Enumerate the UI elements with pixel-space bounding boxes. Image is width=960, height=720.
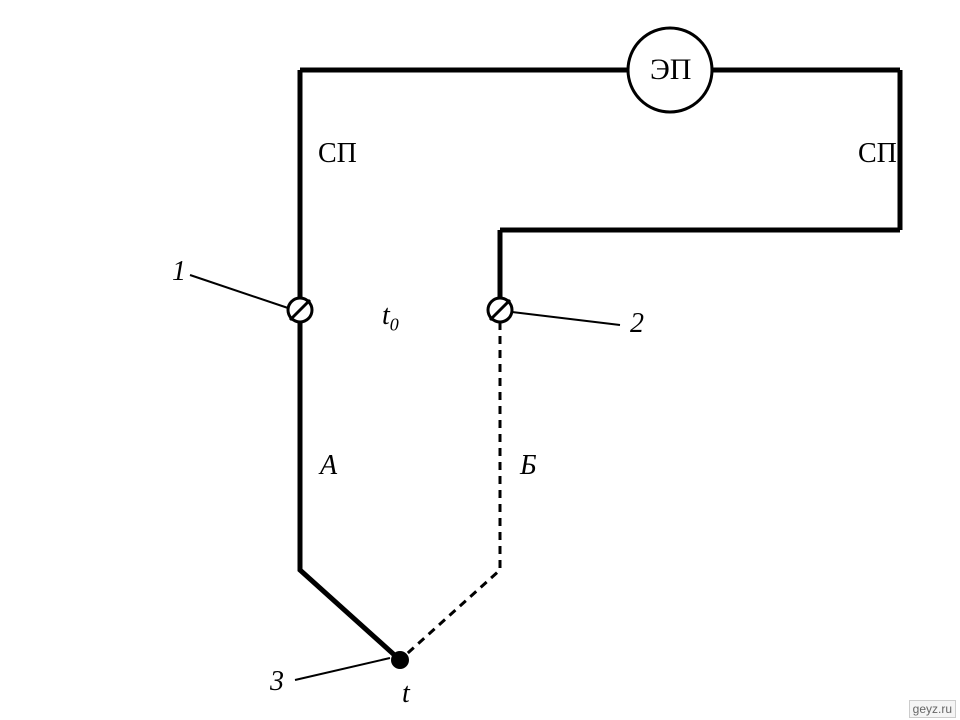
thermocouple-wire-b — [400, 322, 500, 660]
leader-line-1 — [190, 275, 288, 308]
terminal-left — [288, 298, 312, 322]
watermark: geyz.ru — [909, 700, 956, 718]
thermocouple-circuit-diagram — [0, 0, 960, 720]
label-3: 3 — [270, 666, 284, 698]
leader-line-2 — [512, 312, 620, 325]
leader-line-3 — [295, 658, 390, 680]
thermocouple-wire-a — [300, 322, 400, 660]
label-a: A — [320, 450, 337, 482]
meter-label: ЭП — [650, 53, 691, 87]
label-2: 2 — [630, 308, 644, 340]
label-sp-left: СП — [318, 138, 357, 170]
label-1: 1 — [172, 256, 186, 288]
label-sp-right: СП — [858, 138, 897, 170]
label-b: Б — [520, 450, 537, 482]
label-t0: t0 — [382, 300, 399, 336]
terminal-right — [488, 298, 512, 322]
junction-dot — [391, 651, 409, 669]
label-t: t — [402, 678, 410, 710]
